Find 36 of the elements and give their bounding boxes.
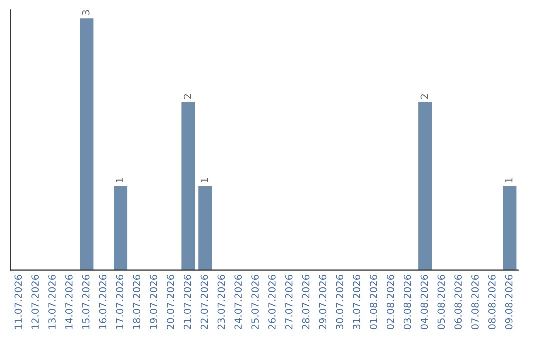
data-label: 1	[116, 178, 124, 183]
data-label: 1	[506, 178, 513, 183]
data-label: 2	[184, 94, 192, 100]
x-tick-label: 31.07.2026	[353, 275, 360, 330]
x-tick-label: 17.07.2026	[116, 275, 124, 330]
x-tick-label: 24.07.2026	[234, 275, 242, 330]
x-tick-label: 13.07.2026	[48, 275, 56, 330]
x-tick-label: 21.07.2026	[184, 275, 192, 330]
x-tick-label: 05.08.2026	[438, 275, 446, 330]
x-tick-label: 09.08.2026	[505, 275, 513, 330]
x-tick-label: 26.07.2026	[268, 275, 276, 330]
x-tick-label: 07.08.2026	[472, 275, 479, 330]
data-label: 1	[200, 178, 208, 183]
x-tick-label: 03.08.2026	[404, 275, 412, 330]
x-tick-label: 15.07.2026	[82, 275, 90, 330]
x-tick-label: 02.08.2026	[386, 275, 394, 330]
x-tick-label: 18.07.2026	[133, 275, 141, 330]
x-tick-label: 11.07.2026	[14, 275, 22, 330]
x-tick-label: 30.07.2026	[336, 275, 344, 330]
x-tick-label: 22.07.2026	[200, 275, 208, 330]
x-tick-label: 16.07.2026	[99, 275, 107, 330]
x-tick-label: 06.08.2026	[454, 275, 462, 330]
data-label: 2	[420, 94, 428, 100]
x-tick-label: 08.08.2026	[488, 275, 496, 330]
x-tick-label: 01.08.2026	[370, 275, 378, 330]
x-tick-label: 04.08.2026	[420, 275, 428, 330]
x-tick-label: 20.07.2026	[167, 275, 174, 330]
x-tick-label: 12.07.2026	[32, 275, 39, 330]
x-tick-label: 23.07.2026	[218, 275, 226, 330]
x-tick-label: 27.07.2026	[285, 275, 293, 330]
x-tick-label: 19.07.2026	[150, 275, 158, 330]
x-tick-label: 14.07.2026	[65, 275, 73, 330]
x-tick-label: 28.07.2026	[302, 275, 310, 330]
x-tick-label: 25.07.2026	[252, 275, 259, 330]
data-label: 3	[82, 10, 90, 16]
x-tick-label: 29.07.2026	[319, 275, 327, 330]
